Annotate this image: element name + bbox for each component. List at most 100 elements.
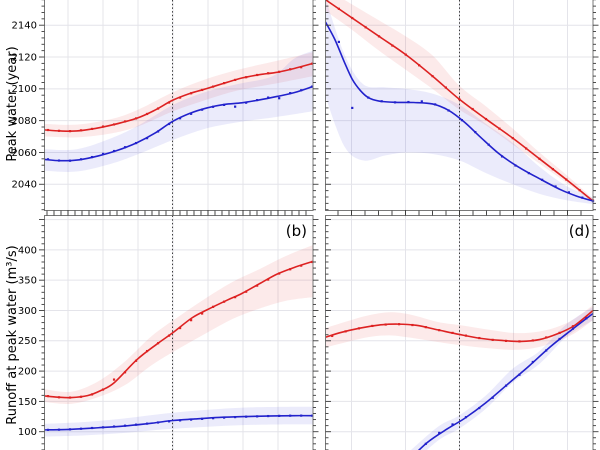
b-red-point xyxy=(46,395,50,398)
b-blue-point xyxy=(245,415,248,418)
y-tick-label: 400 xyxy=(18,245,37,256)
b-red-point xyxy=(123,371,127,374)
c-blue-point xyxy=(581,196,584,199)
a-red-point xyxy=(46,128,50,132)
a-red-point xyxy=(190,92,193,95)
a-red-point xyxy=(289,68,292,71)
b-red-point xyxy=(245,290,248,293)
b-blue-point xyxy=(57,428,61,431)
c-red-point xyxy=(525,147,528,150)
b-red-point xyxy=(145,349,149,353)
b-red-point xyxy=(223,300,226,303)
b-red-point xyxy=(68,396,72,399)
c-blue-point xyxy=(420,100,423,103)
b-blue-point xyxy=(68,428,72,431)
c-blue-point xyxy=(407,100,410,104)
c-red-point xyxy=(364,26,367,29)
y-tick-label: 2140 xyxy=(12,21,37,32)
d-blue-point xyxy=(478,406,481,410)
panel-label-b: (b) xyxy=(285,222,307,240)
b-red-point xyxy=(311,260,314,264)
c-red-point xyxy=(337,7,340,10)
d-red-point xyxy=(438,329,441,332)
c-red-point xyxy=(498,127,501,130)
a-blue-point xyxy=(167,122,171,126)
c-blue-curve xyxy=(324,21,594,202)
a-blue-point xyxy=(300,89,303,92)
panel-label-d: (d) xyxy=(568,222,590,240)
d-blue-point xyxy=(438,431,441,435)
b-blue-point xyxy=(234,415,237,419)
c-blue-point xyxy=(527,172,530,175)
d-red-point xyxy=(478,336,481,340)
c-blue-point xyxy=(351,106,354,110)
d-blue-point xyxy=(585,317,588,320)
a-red-point xyxy=(145,112,149,116)
d-blue-point xyxy=(518,373,521,376)
b-red-curve xyxy=(44,260,314,399)
c-blue-point xyxy=(554,185,557,188)
b-blue-point xyxy=(278,414,281,417)
b-blue-point xyxy=(300,414,303,417)
c-red-point xyxy=(391,44,394,47)
d-red-point xyxy=(531,339,534,342)
a-blue-point xyxy=(212,105,215,108)
a-red-point xyxy=(134,117,138,120)
d-red-point xyxy=(491,338,494,341)
c-blue-point xyxy=(393,101,397,104)
d-blue-point xyxy=(504,384,508,387)
b-red-point xyxy=(278,272,281,275)
a-blue-point xyxy=(79,158,83,161)
a-blue-point xyxy=(234,105,237,108)
a-blue-point xyxy=(201,108,204,111)
b-red-point xyxy=(167,334,171,337)
d-blue-point xyxy=(558,337,561,341)
a-blue-point xyxy=(311,85,314,88)
a-blue-point xyxy=(278,97,281,100)
d-blue-curve xyxy=(417,312,594,450)
y-tick-label: 350 xyxy=(18,276,37,287)
b-blue-point xyxy=(311,414,314,417)
a-red-point xyxy=(223,82,226,85)
d-red-point xyxy=(371,324,374,328)
a-red-point xyxy=(90,127,94,131)
b-blue-point xyxy=(156,421,160,424)
b-blue-point xyxy=(178,419,182,422)
c-blue-point xyxy=(514,164,517,167)
a-red-point xyxy=(311,62,314,65)
c-blue-point xyxy=(487,143,490,146)
d-red-point xyxy=(411,323,414,327)
b-red-point xyxy=(134,359,138,362)
a-red-point xyxy=(256,73,259,77)
a-red-point xyxy=(300,66,303,69)
b-red-point xyxy=(289,268,292,271)
d-red-point xyxy=(397,323,401,326)
panel-a: 2040 2060 2080 2100 2120 2140 xyxy=(12,0,319,216)
b-blue-curve xyxy=(44,414,314,431)
c-blue-point xyxy=(541,178,544,181)
a-blue-point xyxy=(46,158,50,161)
a-blue-point xyxy=(145,137,149,140)
b-blue-point xyxy=(201,417,204,420)
b-blue-point xyxy=(79,427,83,430)
b-red-point xyxy=(267,278,270,281)
c-red-point xyxy=(377,35,381,38)
panel-c xyxy=(324,0,599,216)
a-red-point xyxy=(79,129,83,132)
b-blue-point xyxy=(289,414,292,417)
d-blue-point xyxy=(451,423,454,426)
b-blue-point xyxy=(256,415,259,418)
a-blue-band xyxy=(44,50,313,172)
y-tick-label: 2080 xyxy=(12,116,37,127)
b-red-band xyxy=(44,245,313,404)
b-blue-point xyxy=(101,426,105,429)
c-blue-point xyxy=(447,109,450,112)
b-red-point xyxy=(90,393,94,396)
d-red-point xyxy=(357,327,361,330)
b-red-point xyxy=(79,395,83,398)
c-red-point xyxy=(578,189,581,192)
d-red-point xyxy=(545,336,548,339)
b-red-point xyxy=(201,312,204,315)
b-blue-point xyxy=(223,416,226,419)
b-blue-point xyxy=(212,417,215,420)
